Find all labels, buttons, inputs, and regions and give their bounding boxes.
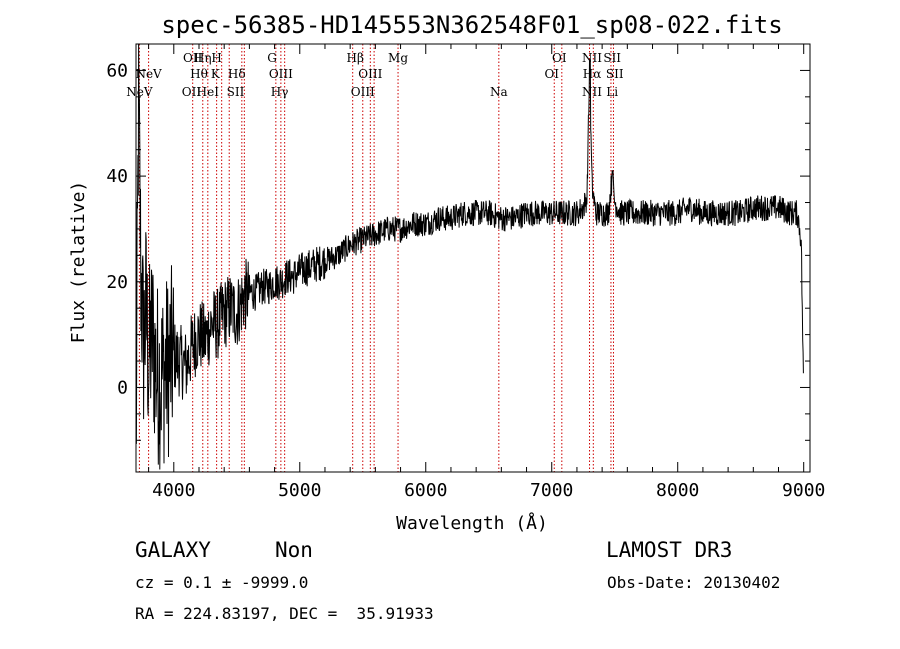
spectral-line-label: K: [211, 67, 221, 81]
spectral-line-label: OII: [182, 85, 202, 99]
spectral-line-label: NeV: [126, 85, 153, 99]
object-subclass: Non: [275, 538, 313, 562]
plot-frame: [135, 43, 811, 473]
x-tick-label: 8000: [656, 480, 699, 501]
x-axis: 4000 5000 6000 7000 8000 9000: [148, 44, 825, 501]
spectral-line-label: NII: [582, 85, 602, 99]
x-tick-label: 7000: [530, 480, 573, 501]
spectral-line-label: Hθ: [190, 67, 208, 81]
spectral-line-label: Na: [490, 85, 508, 99]
spectral-line-label: Hβ: [347, 51, 364, 65]
spectral-line-label: G: [267, 51, 277, 65]
spectral-line-label: H: [211, 51, 221, 65]
spectral-line-label: OI: [552, 51, 567, 65]
spectral-line-label: Hγ: [271, 85, 289, 99]
spectral-line-label: Li: [606, 85, 618, 99]
spectral-line-label: Hα: [583, 67, 602, 81]
spectral-line-label: OI: [544, 67, 559, 81]
spectral-line-label: Hη: [194, 51, 212, 65]
spectral-line-label: HeI: [197, 85, 220, 99]
spectral-line-label: Hδ: [228, 67, 246, 81]
spectral-line-label: Mg: [388, 51, 408, 65]
y-tick-label: 60: [106, 60, 128, 81]
coordinates: RA = 224.83197, DEC = 35.91933: [135, 604, 434, 623]
x-tick-label: 9000: [782, 480, 825, 501]
spectral-line-label: SII: [603, 51, 621, 65]
line-marker-layer: [138, 44, 614, 472]
chart-title: spec-56385-HD145553N362548F01_sp08-022.f…: [161, 11, 782, 39]
y-tick-label: 0: [117, 377, 128, 398]
spectral-line-label: NII: [582, 51, 602, 65]
x-tick-label: 4000: [152, 480, 195, 501]
obs-date: Obs-Date: 20130402: [607, 573, 781, 592]
y-tick-label: 20: [106, 272, 128, 293]
spectral-line-label: OIII: [351, 85, 375, 99]
y-axis-label: Flux (relative): [68, 181, 89, 344]
spectral-line-label: OIII: [269, 67, 293, 81]
spectral-line-label: OII: [183, 51, 203, 65]
y-axis: 0 20 40 60: [106, 60, 810, 441]
spectral-line-label: SII: [606, 67, 624, 81]
spectral-line-label: NeV: [135, 67, 162, 81]
spectral-line-label: SII: [227, 85, 245, 99]
spectrum-line: [135, 43, 804, 470]
x-tick-label: 5000: [278, 480, 321, 501]
x-axis-label: Wavelength (Å): [396, 512, 548, 534]
x-tick-label: 6000: [404, 480, 447, 501]
redshift-line: cz = 0.1 ± -9999.0: [135, 573, 309, 592]
spectral-line-label: OIII: [358, 67, 382, 81]
y-tick-label: 40: [106, 166, 128, 187]
survey-name: LAMOST DR3: [606, 538, 733, 562]
object-class: GALAXY: [135, 538, 211, 562]
